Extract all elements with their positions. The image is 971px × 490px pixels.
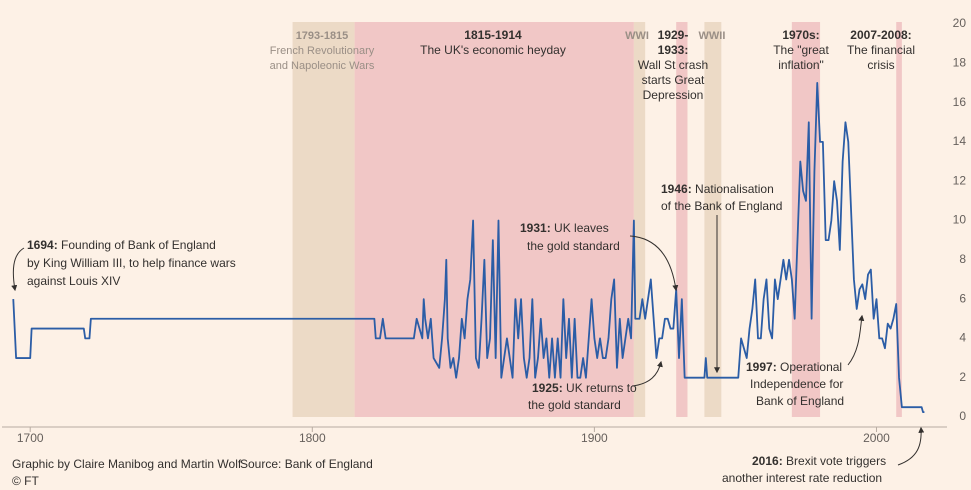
x-tick-label: 2000 bbox=[863, 431, 890, 445]
annotation: Bank of England bbox=[756, 394, 844, 408]
period-label: and Napoleonic Wars bbox=[270, 60, 375, 72]
annotation: 1946: Nationalisation bbox=[661, 182, 774, 196]
period-label: WWII bbox=[699, 30, 726, 42]
annotation: the gold standard bbox=[527, 239, 620, 253]
period-label: Depression bbox=[643, 88, 704, 102]
annotation: Independence for bbox=[750, 377, 843, 391]
period-label: starts Great bbox=[642, 73, 705, 87]
annotation: the gold standard bbox=[528, 398, 621, 412]
annotation: against Louis XIV bbox=[27, 274, 120, 288]
copyright: © FT bbox=[12, 474, 40, 488]
x-tick-label: 1700 bbox=[17, 431, 44, 445]
credit: Graphic by Claire Manibog and Martin Wol… bbox=[12, 457, 242, 471]
y-tick-label: 4 bbox=[959, 331, 966, 345]
annotation: by King William III, to help finance war… bbox=[27, 256, 236, 270]
annotations: 1694: Founding of Bank of England by Kin… bbox=[11, 182, 925, 485]
period-label: inflation" bbox=[778, 58, 824, 72]
period-band bbox=[791, 22, 821, 417]
y-tick-label: 14 bbox=[953, 134, 967, 148]
axes: 1700 1800 1900 2000 0 2 4 6 8 10 12 14 16 18 20 bbox=[2, 16, 966, 445]
annotation: 1931: UK leaves bbox=[520, 221, 609, 235]
period-band bbox=[896, 22, 902, 417]
period-label: The "great bbox=[773, 43, 829, 57]
period-band bbox=[633, 22, 646, 417]
period-label: 1970s: bbox=[782, 28, 819, 42]
y-tick-label: 2 bbox=[959, 370, 966, 384]
period-label: 1793-1815 bbox=[296, 30, 349, 42]
y-tick-label: 18 bbox=[953, 55, 967, 69]
annotation: 1997: Operational bbox=[746, 360, 842, 374]
y-tick-label: 6 bbox=[959, 291, 966, 305]
annotation: 1925: UK returns to bbox=[532, 381, 637, 395]
arrow bbox=[11, 247, 25, 292]
y-tick-label: 12 bbox=[953, 173, 967, 187]
arrow bbox=[629, 235, 679, 292]
period-band bbox=[292, 22, 355, 417]
period-label: crisis bbox=[867, 58, 894, 72]
annotation: of the Bank of England bbox=[661, 199, 782, 213]
annotation: 2016: Brexit vote triggers bbox=[752, 454, 886, 468]
period-label: Wall St crash bbox=[638, 58, 708, 72]
x-tick-label: 1800 bbox=[299, 431, 326, 445]
period-band bbox=[676, 22, 688, 417]
period-label: The UK's economic heyday bbox=[420, 43, 566, 57]
period-labels: 1793-1815 French Revolutionary and Napol… bbox=[270, 28, 915, 102]
arrow bbox=[847, 314, 865, 366]
period-label: 2007-2008: bbox=[850, 28, 911, 42]
y-tick-label: 20 bbox=[953, 16, 967, 30]
period-band bbox=[704, 22, 722, 417]
period-label: 1815-1914 bbox=[464, 28, 522, 42]
source: Source: Bank of England bbox=[240, 457, 373, 471]
y-tick-label: 10 bbox=[953, 213, 967, 227]
series bbox=[12, 82, 925, 413]
y-tick-label: 16 bbox=[953, 95, 967, 109]
annotation: another interest rate reduction bbox=[722, 471, 882, 485]
period-label: French Revolutionary bbox=[270, 45, 375, 57]
x-tick-label: 1900 bbox=[581, 431, 608, 445]
arrow bbox=[897, 426, 925, 466]
y-tick-label: 0 bbox=[959, 409, 966, 423]
rate-line bbox=[12, 82, 925, 413]
period-band bbox=[354, 22, 634, 417]
period-label: WWI bbox=[625, 30, 649, 42]
annotation: 1694: Founding of Bank of England bbox=[27, 238, 216, 252]
bands bbox=[292, 22, 902, 417]
y-tick-label: 8 bbox=[959, 252, 966, 266]
period-label: 1929- bbox=[658, 28, 689, 42]
arrow bbox=[631, 360, 663, 387]
period-label: 1933: bbox=[658, 43, 689, 57]
period-label: The financial bbox=[847, 43, 915, 57]
